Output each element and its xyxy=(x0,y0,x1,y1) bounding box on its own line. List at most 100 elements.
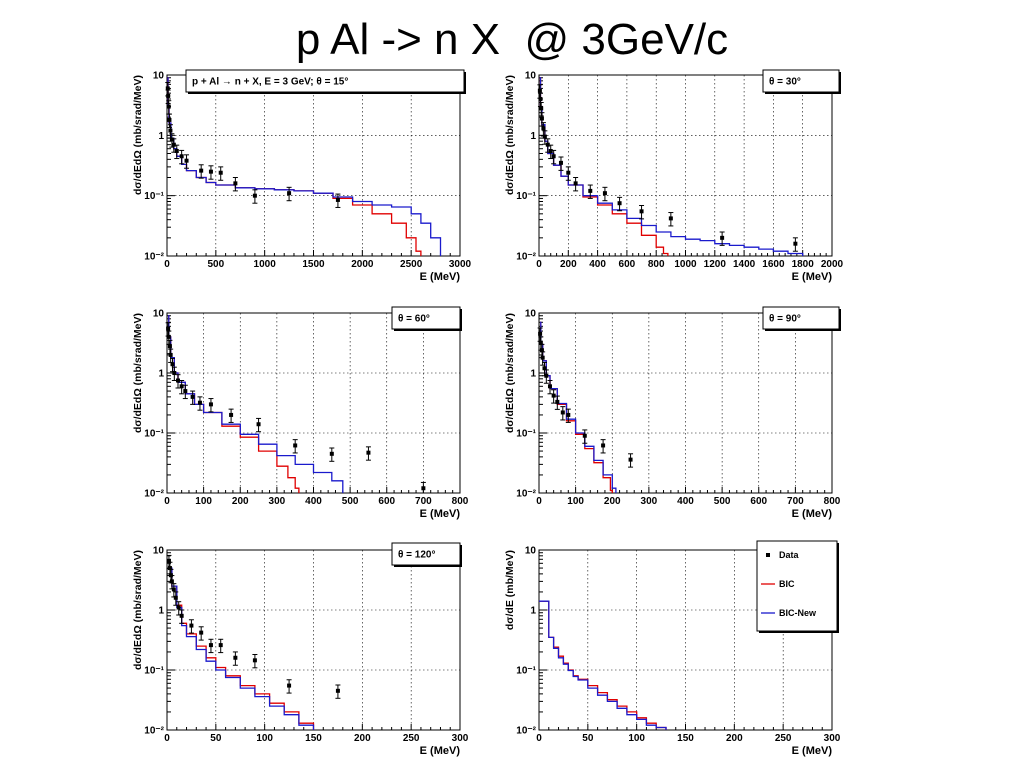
data-point xyxy=(542,366,547,371)
x-tick-label: 400 xyxy=(589,259,606,270)
y-tick-label: 10 xyxy=(525,309,537,320)
data-point xyxy=(555,399,560,404)
data-point xyxy=(176,605,181,610)
x-axis-title: E (MeV) xyxy=(792,271,833,283)
x-tick-label: 200 xyxy=(232,496,249,507)
series-bic-new-line xyxy=(540,321,617,493)
data-point xyxy=(252,193,257,198)
x-tick-label: 50 xyxy=(582,733,594,744)
data-point xyxy=(720,235,725,240)
x-tick-label: 1000 xyxy=(674,259,697,270)
data-point xyxy=(171,142,176,147)
chart-panel-2: 0 200 400 600 800 1000 1200 1400 1600 1800 2000 10⁻… xyxy=(504,69,844,283)
chart-panel-3: 0 100 200 300 400 500 600 700 800 10⁻² 10⁻¹ 1 10 E (M… xyxy=(132,306,469,520)
data-point xyxy=(558,160,563,165)
data-point xyxy=(218,643,223,648)
data-point xyxy=(233,181,238,186)
data-point xyxy=(166,104,171,109)
label-box xyxy=(185,69,465,93)
label-box-text: θ = 120° xyxy=(398,550,436,561)
x-tick-label: 300 xyxy=(641,496,658,507)
data-point xyxy=(602,191,607,196)
chart-panel-1: 0 500 1000 1500 2000 2500 3000 10⁻² 10⁻¹ 1 10 E (Me… xyxy=(132,69,472,283)
data-point xyxy=(366,450,371,455)
data-point xyxy=(539,106,544,111)
y-axis-title: dσ/dE (mb/MeV) xyxy=(504,550,516,630)
label-box xyxy=(391,542,461,566)
series-bic-new-line xyxy=(539,77,804,256)
plot-frame xyxy=(538,74,833,257)
data-point xyxy=(165,86,170,91)
chart-panel-4: 0 100 200 300 400 500 600 700 800 10⁻² 10⁻¹ 1 10 E (M… xyxy=(504,306,841,520)
y-tick-label: 10⁻¹ xyxy=(516,191,536,202)
data-point xyxy=(183,389,188,394)
data-point xyxy=(545,142,550,147)
y-tick-label: 10⁻² xyxy=(144,252,164,263)
data-point xyxy=(551,154,556,159)
x-axis-title: E (MeV) xyxy=(420,745,461,757)
y-axis-title: dσ/dEdΩ (mb/srad/MeV) xyxy=(132,313,144,433)
data-point xyxy=(335,197,340,202)
y-tick-label: 1 xyxy=(530,369,536,380)
data-point xyxy=(166,326,171,331)
data-point xyxy=(256,422,261,427)
data-point xyxy=(171,587,176,592)
x-axis-title: E (MeV) xyxy=(792,745,833,757)
data-point xyxy=(287,683,292,688)
y-tick-label: 10⁻¹ xyxy=(144,666,164,677)
series-bic-new-line xyxy=(168,315,344,493)
data-point xyxy=(166,559,171,564)
x-tick-label: 0 xyxy=(164,733,170,744)
label-box-text: θ = 30° xyxy=(769,77,801,88)
data-point xyxy=(168,128,173,133)
data-point xyxy=(566,170,571,175)
y-tick-label: 1 xyxy=(530,606,536,617)
data-point xyxy=(167,117,172,122)
data-point xyxy=(617,201,622,206)
chart-panel-6: 0 50 100 150 200 250 300 10⁻² 10⁻¹ 1 10 E (MeV) dσ/d… xyxy=(504,546,841,758)
x-tick-label: 400 xyxy=(305,496,322,507)
data-point xyxy=(668,216,673,221)
series-bic-new-line xyxy=(167,77,442,256)
data-point xyxy=(166,334,171,339)
x-tick-label: 500 xyxy=(342,496,359,507)
x-tick-label: 100 xyxy=(628,733,645,744)
data-point xyxy=(166,93,171,98)
data-point xyxy=(190,394,195,399)
series-bic-line xyxy=(169,567,315,730)
x-tick-label: 100 xyxy=(195,496,212,507)
y-tick-label: 1 xyxy=(158,131,164,142)
data-point xyxy=(199,168,204,173)
x-tick-label: 800 xyxy=(824,496,841,507)
data-point xyxy=(169,137,174,142)
x-tick-label: 800 xyxy=(648,259,665,270)
x-tick-label: 2500 xyxy=(400,259,423,270)
data-point xyxy=(287,191,292,196)
x-tick-label: 0 xyxy=(164,496,170,507)
y-axis-title: dσ/dEdΩ (mb/srad/MeV) xyxy=(132,550,144,670)
x-tick-label: 600 xyxy=(750,496,767,507)
legend-box xyxy=(756,540,838,632)
data-point xyxy=(566,412,571,417)
data-point xyxy=(208,643,213,648)
y-axis-title: dσ/dEdΩ (mb/srad/MeV) xyxy=(504,75,516,195)
data-point xyxy=(172,371,177,375)
x-tick-label: 400 xyxy=(677,496,694,507)
y-tick-label: 10⁻¹ xyxy=(516,429,536,440)
x-tick-label: 700 xyxy=(415,496,432,507)
y-tick-label: 10 xyxy=(525,71,537,82)
x-tick-label: 1800 xyxy=(792,259,815,270)
data-point xyxy=(175,378,180,383)
legend-label: Data xyxy=(779,550,800,560)
data-point xyxy=(167,344,172,349)
y-axis-title: dσ/dEdΩ (mb/srad/MeV) xyxy=(132,75,144,195)
data-point xyxy=(793,241,798,246)
data-point xyxy=(548,148,553,153)
label-box-text: θ = 90° xyxy=(769,314,801,325)
data-point xyxy=(184,158,189,163)
data-point xyxy=(199,630,204,635)
data-point xyxy=(560,410,565,415)
data-point xyxy=(170,362,175,367)
data-point xyxy=(538,97,543,102)
data-point xyxy=(537,88,542,93)
